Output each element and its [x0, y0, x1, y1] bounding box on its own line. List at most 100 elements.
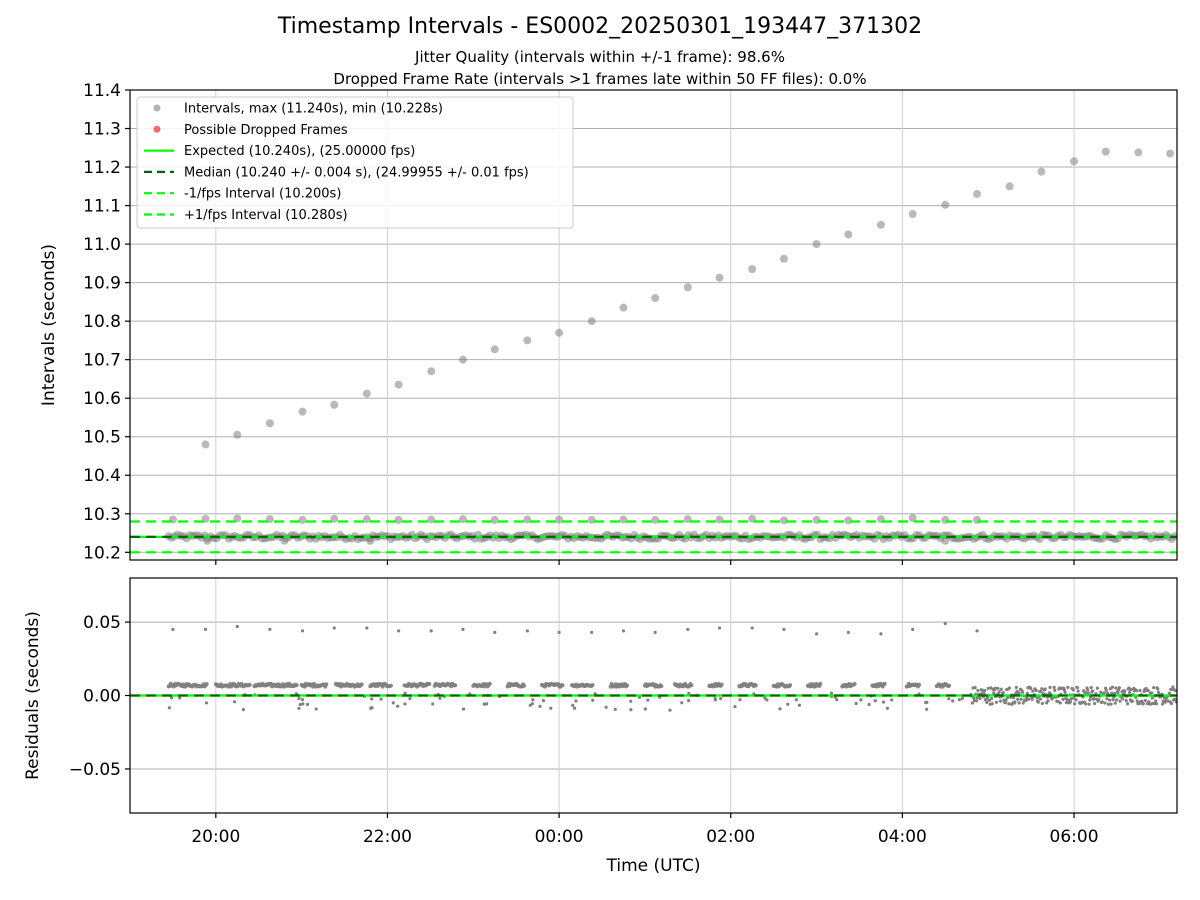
residual-point: [621, 629, 626, 633]
y-tick-label: 0.05: [83, 613, 121, 633]
residual-point: [1038, 697, 1042, 701]
residual-point: [379, 697, 383, 701]
residual-point: [438, 696, 442, 700]
residual-point: [232, 700, 237, 704]
data-point: [1037, 167, 1046, 176]
data-point: [523, 515, 532, 524]
legend-label: Possible Dropped Frames: [184, 123, 348, 138]
residual-point: [301, 702, 305, 706]
residual-point: [1129, 688, 1133, 692]
data-point: [1005, 182, 1014, 191]
residual-point: [359, 682, 364, 687]
residual-point: [1143, 698, 1148, 703]
residual-point: [461, 707, 466, 711]
residual-point: [643, 707, 647, 711]
residual-point: [1128, 690, 1132, 695]
residual-point: [1027, 697, 1031, 701]
residual-point: [1072, 696, 1076, 700]
data-point: [1134, 148, 1143, 157]
residual-point: [794, 698, 798, 702]
residual-point: [1053, 688, 1057, 692]
residual-point: [653, 630, 657, 634]
residual-point: [974, 699, 979, 703]
residual-point: [167, 706, 171, 710]
residuals-panel: −0.05 0.00 0.05 20:00 22:00 00:00 02:00 04:00 06…: [23, 577, 1178, 876]
residual-point: [1154, 699, 1158, 703]
residual-point: [1160, 702, 1165, 706]
residual-point: [369, 706, 373, 710]
residual-point: [1130, 699, 1134, 703]
data-point: [844, 516, 853, 525]
legend-marker-intervals: [153, 104, 161, 112]
data-point: [683, 283, 692, 292]
residual-point: [986, 686, 990, 690]
residual-point: [990, 696, 994, 701]
residual-point: [818, 681, 823, 686]
residual-point: [689, 683, 694, 688]
residual-point: [1169, 701, 1174, 706]
residual-point: [687, 691, 691, 695]
data-point: [1070, 157, 1079, 166]
residual-point: [629, 708, 633, 712]
data-point: [779, 254, 788, 263]
residual-point: [985, 696, 990, 700]
residual-point: [1117, 686, 1121, 690]
y-axis-label: Residuals (seconds): [23, 611, 43, 780]
residual-point: [1174, 689, 1177, 693]
residual-point: [1090, 689, 1095, 693]
residual-point: [987, 698, 992, 702]
residual-point: [1124, 698, 1128, 703]
residual-point: [1099, 690, 1103, 694]
residual-point: [1064, 700, 1069, 705]
residual-point: [882, 681, 887, 686]
residual-point: [572, 706, 577, 710]
residual-point: [867, 702, 871, 707]
residual-point: [646, 698, 650, 702]
residual-point: [487, 681, 492, 686]
data-point: [366, 536, 375, 545]
residual-point: [1046, 699, 1050, 703]
data-point: [330, 400, 339, 409]
residual-point: [1007, 686, 1012, 690]
residual-point: [1039, 689, 1043, 694]
residual-point: [1089, 686, 1093, 690]
data-point: [280, 536, 289, 545]
data-point: [941, 515, 950, 524]
residual-point: [972, 696, 976, 700]
x-tick-label: 06:00: [1050, 827, 1099, 847]
data-point: [748, 265, 757, 274]
residual-point: [485, 702, 489, 706]
residual-point: [1134, 688, 1139, 693]
residual-point: [1110, 691, 1114, 695]
residual-point: [686, 627, 690, 632]
residual-point: [522, 683, 527, 688]
residual-point: [365, 626, 369, 630]
residual-point: [1156, 690, 1161, 694]
dropped-frame-rate-subtitle: Dropped Frame Rate (intervals >1 frames …: [333, 70, 867, 88]
x-tick-label: 04:00: [878, 827, 927, 847]
y-tick-label: 10.4: [83, 466, 121, 486]
residual-point: [829, 691, 834, 695]
residual-point: [314, 707, 318, 711]
data-point: [683, 515, 692, 524]
residual-point: [680, 701, 684, 705]
y-tick-label: 10.2: [83, 543, 121, 563]
residual-point: [1061, 697, 1065, 701]
data-point: [812, 515, 821, 524]
residual-point: [538, 704, 542, 708]
residual-point: [1109, 702, 1113, 706]
residual-point: [1011, 696, 1016, 700]
residual-point: [541, 698, 546, 703]
residual-point: [873, 699, 877, 703]
data-point: [394, 380, 403, 389]
residual-point: [574, 699, 578, 703]
residual-point: [403, 691, 407, 695]
residual-point: [300, 698, 305, 702]
residual-point: [1086, 688, 1090, 692]
residual-point: [814, 632, 819, 636]
residual-point: [1108, 698, 1112, 702]
residual-point: [1021, 701, 1025, 705]
residual-point: [719, 697, 723, 701]
residual-point: [985, 700, 989, 704]
data-point: [715, 515, 724, 524]
